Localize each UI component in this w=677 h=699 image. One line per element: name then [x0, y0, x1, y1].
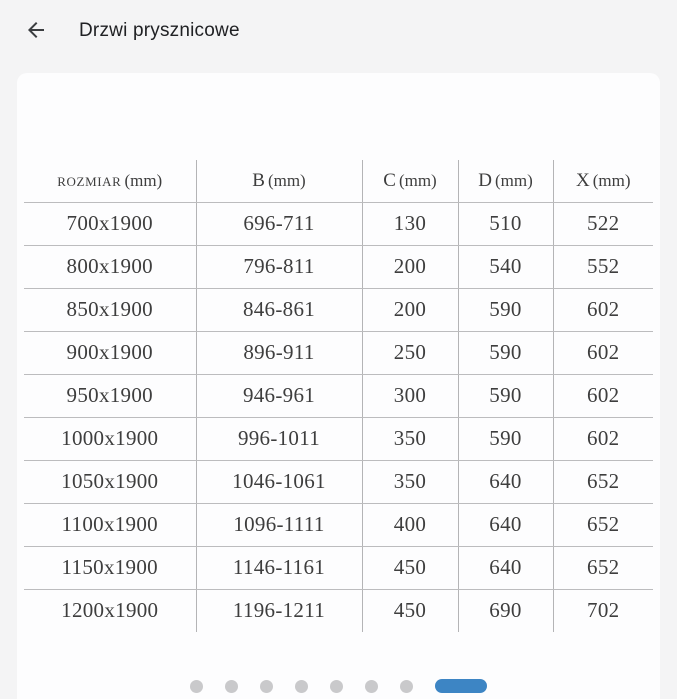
- cell-d: 640: [458, 503, 554, 547]
- table-row: 1050x1900 1046-1061 350 640 652: [24, 460, 653, 504]
- header-x: X (mm): [553, 160, 653, 203]
- cell-rozmiar: 700x1900: [24, 202, 197, 246]
- cell-rozmiar: 1150x1900: [24, 546, 197, 590]
- cell-x: 652: [553, 503, 653, 547]
- cell-rozmiar: 1100x1900: [24, 503, 197, 547]
- header-b: B (mm): [196, 160, 363, 203]
- cell-x: 602: [553, 417, 653, 461]
- back-button[interactable]: [15, 10, 57, 52]
- app-bar: Drzwi prysznicowe: [0, 0, 677, 62]
- cell-b: 896-911: [196, 331, 363, 375]
- content-card: ROZMIAR (mm) B (mm) C (mm) D (mm) X (mm) 700x…: [17, 73, 660, 699]
- cell-x: 702: [587, 598, 620, 623]
- carousel-indicator: [0, 679, 677, 693]
- table-row: 950x1900 946-961 300 590 602: [24, 374, 653, 418]
- cell-d: 540: [458, 245, 554, 289]
- cell-d: 590: [458, 331, 554, 375]
- page-dot[interactable]: [330, 679, 343, 693]
- cell-x: 602: [553, 331, 653, 375]
- cell-d: 510: [458, 202, 554, 246]
- cell-x: 522: [553, 202, 653, 246]
- cell-c: 200: [362, 288, 459, 332]
- table-row: 1150x1900 1146-1161 450 640 652: [24, 546, 653, 590]
- cell-d: 590: [458, 417, 554, 461]
- cell-d: 590: [458, 374, 554, 418]
- page-dot[interactable]: [365, 679, 378, 693]
- header-rozmiar: ROZMIAR (mm): [24, 160, 197, 203]
- cell-b: 1096-1111: [196, 503, 363, 547]
- cell-b: 1196-1211: [196, 589, 363, 632]
- table-row: 800x1900 796-811 200 540 552: [24, 245, 653, 289]
- cell-x: 602: [553, 374, 653, 418]
- table-row: 700x1900 696-711 130 510 522: [24, 202, 653, 246]
- table-row: 1000x1900 996-1011 350 590 602: [24, 417, 653, 461]
- cell-rozmiar: 800x1900: [24, 245, 197, 289]
- page-dot[interactable]: [225, 679, 238, 693]
- cell-rozmiar: 1200x1900: [24, 589, 197, 632]
- cell-c: 300: [362, 374, 459, 418]
- cell-b: 796-811: [196, 245, 363, 289]
- table-row: 1100x1900 1096-1111 400 640 652: [24, 503, 653, 547]
- cell-b: 1046-1061: [196, 460, 363, 504]
- page-title: Drzwi prysznicowe: [79, 20, 240, 41]
- cell-d: 690: [458, 589, 554, 632]
- page-dot[interactable]: [190, 679, 203, 693]
- cell-c: 350: [362, 417, 459, 461]
- cell-x: 602: [553, 288, 653, 332]
- cell-c: 350: [362, 460, 459, 504]
- table-header-row: ROZMIAR (mm) B (mm) C (mm) D (mm) X (mm): [24, 160, 653, 203]
- cell-c: 450: [362, 546, 459, 590]
- header-c: C (mm): [362, 160, 459, 203]
- cell-x: 652: [553, 460, 653, 504]
- cell-c: 130: [362, 202, 459, 246]
- cell-d: 640: [458, 546, 554, 590]
- cell-rozmiar: 900x1900: [24, 331, 197, 375]
- page-dot-active[interactable]: [435, 679, 487, 693]
- cell-x: 552: [553, 245, 653, 289]
- cell-d: 590: [458, 288, 554, 332]
- cell-c: 400: [362, 503, 459, 547]
- cell-b: 996-1011: [196, 417, 363, 461]
- size-table: ROZMIAR (mm) B (mm) C (mm) D (mm) X (mm) 700x…: [24, 160, 653, 632]
- cell-rozmiar: 1050x1900: [24, 460, 197, 504]
- table-row: 850x1900 846-861 200 590 602: [24, 288, 653, 332]
- cell-rozmiar: 850x1900: [24, 288, 197, 332]
- cell-c: 200: [362, 245, 459, 289]
- arrow-left-icon: [24, 18, 48, 45]
- cell-b: 846-861: [196, 288, 363, 332]
- cell-c: 450: [362, 589, 459, 632]
- cell-rozmiar: 950x1900: [24, 374, 197, 418]
- cell-b: 696-711: [196, 202, 363, 246]
- cell-b: 946-961: [196, 374, 363, 418]
- cell-b: 1146-1161: [196, 546, 363, 590]
- cell-x: 652: [553, 546, 653, 590]
- cell-c: 250: [362, 331, 459, 375]
- page-dot[interactable]: [400, 679, 413, 693]
- table-row: 1200x1900 1196-1211 450 690 702: [24, 589, 653, 632]
- page-dot[interactable]: [295, 679, 308, 693]
- cell-rozmiar: 1000x1900: [24, 417, 197, 461]
- header-d: D (mm): [458, 160, 554, 203]
- cell-d: 640: [458, 460, 554, 504]
- page-dot[interactable]: [260, 679, 273, 693]
- table-row: 900x1900 896-911 250 590 602: [24, 331, 653, 375]
